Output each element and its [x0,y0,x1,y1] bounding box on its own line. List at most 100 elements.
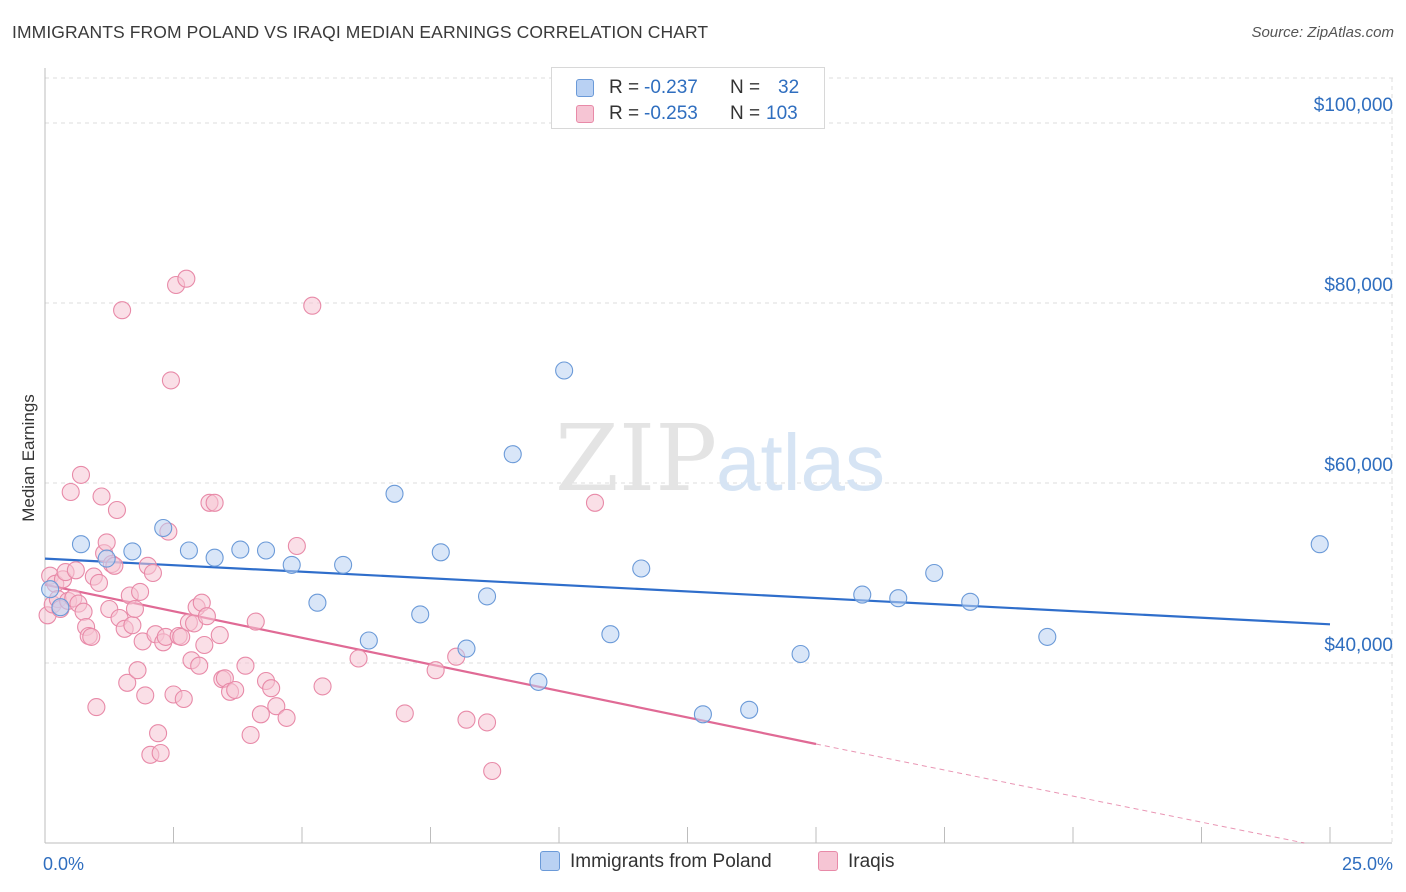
data-point-poland [385,484,404,503]
y-tick-label: $100,000 [1314,95,1393,116]
data-point-poland [41,580,60,599]
data-point-poland [282,555,301,574]
data-point-poland [205,548,224,567]
data-point-iraqis [313,677,332,696]
legend-swatch-poland [540,851,560,871]
data-point-iraqis [195,635,214,655]
data-point-poland [457,639,476,658]
data-point-iraqis [174,689,193,709]
data-point-iraqis [395,704,414,723]
data-points [38,269,1329,781]
data-point-poland [179,541,198,560]
data-point-poland [889,589,908,608]
data-point-iraqis [477,713,497,732]
watermark-atlas: atlas [716,418,885,507]
data-point-iraqis [349,649,368,668]
data-point-iraqis [113,301,132,320]
data-point-iraqis [149,724,168,743]
data-point-poland [97,549,116,568]
legend-row-poland: R = -0.237 N = 32 [552,75,824,101]
data-point-iraqis [123,616,142,635]
series-name-poland: Immigrants from Poland [570,851,772,872]
data-point-iraqis [457,710,476,729]
r-value: -0.237 [644,77,698,98]
data-point-iraqis [277,708,296,727]
data-point-poland [477,587,497,606]
data-point-iraqis [125,599,144,619]
trend-lines [44,557,1331,844]
data-point-iraqis [585,493,605,512]
data-point-poland [1310,535,1329,554]
data-point-poland [925,563,944,583]
data-point-iraqis [89,573,109,592]
legend-swatch-iraqis [818,851,838,871]
data-point-poland [632,559,651,578]
data-point-poland [791,644,810,664]
y-tick-labels: $40,000 $60,000 $80,000 $100,000 [1314,95,1393,656]
data-point-poland [529,672,548,691]
series-name-iraqis: Iraqis [848,851,895,872]
r-label: R = [609,77,640,98]
data-point-poland [431,543,450,562]
legend-swatch-poland [576,79,594,97]
r-value: -0.253 [644,103,698,124]
n-label: N = [730,77,761,98]
data-point-iraqis [210,626,229,645]
data-point-poland [853,585,872,604]
data-point-iraqis [226,680,245,700]
data-point-iraqis [97,533,116,552]
data-point-iraqis [303,296,322,315]
data-point-poland [231,540,250,559]
n-value: 103 [766,103,798,124]
stats-legend: R = -0.237 N = 32 R = -0.253 N = 103 [551,67,825,129]
data-point-iraqis [92,487,111,506]
data-point-iraqis [251,705,270,724]
y-tick-label: $60,000 [1324,455,1393,476]
trend-line-extension [815,743,1305,844]
data-point-iraqis [151,743,170,763]
data-point-poland [123,542,142,561]
series-legend-iraqis[interactable]: Iraqis [818,851,894,873]
data-point-iraqis [128,661,147,680]
n-value: 32 [778,77,800,98]
data-point-poland [503,445,522,464]
y-axis-label: Median Earnings [19,394,38,522]
data-point-iraqis [190,656,209,675]
data-point-poland [256,541,276,560]
data-point-iraqis [262,679,281,698]
data-point-iraqis [236,656,255,675]
x-tick-label: 25.0% [1342,854,1393,874]
r-label: R = [609,103,640,124]
data-point-iraqis [241,725,260,745]
y-tick-label: $80,000 [1324,275,1393,296]
data-point-iraqis [107,500,127,520]
data-point-iraqis [118,673,137,692]
data-point-poland [359,631,378,650]
chart-title: IMMIGRANTS FROM POLAND VS IRAQI MEDIAN E… [12,22,709,42]
data-point-iraqis [483,761,502,781]
trend-line [44,557,1331,626]
legend-swatch-iraqis [576,105,594,123]
n-label: N = [730,103,761,124]
data-point-iraqis [71,465,91,484]
data-point-poland [555,361,574,380]
data-point-poland [411,605,430,624]
data-point-poland [693,705,712,724]
data-point-iraqis [267,697,286,716]
data-point-iraqis [131,582,150,601]
data-point-poland [71,535,91,554]
data-point-poland [51,598,70,617]
data-point-iraqis [136,686,155,705]
data-point-poland [1038,627,1057,646]
data-point-iraqis [197,607,216,626]
data-point-iraqis [205,493,224,512]
series-legend-poland[interactable]: Immigrants from Poland [540,851,772,873]
data-point-iraqis [426,661,445,680]
legend-row-iraqis: R = -0.253 N = 103 [552,101,824,127]
data-point-iraqis [74,602,93,621]
watermark-zip: ZIP [555,405,717,512]
data-point-iraqis [87,698,106,717]
data-point-iraqis [172,627,191,646]
data-point-iraqis [287,536,306,556]
